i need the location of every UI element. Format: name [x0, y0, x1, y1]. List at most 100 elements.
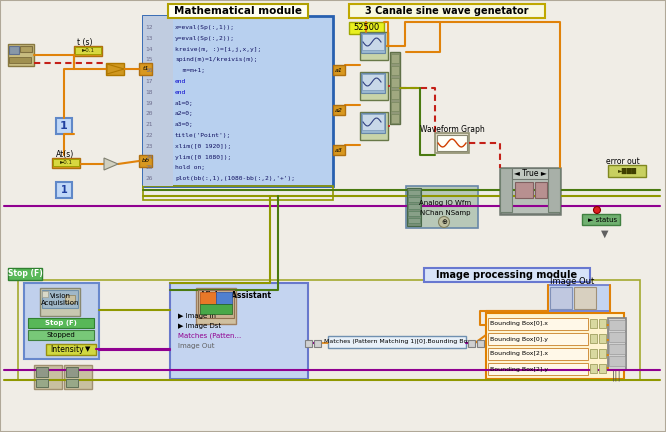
Bar: [391, 114, 399, 123]
Bar: [106, 63, 124, 75]
Bar: [362, 114, 384, 130]
Text: bb: bb: [141, 159, 149, 163]
Bar: [391, 102, 399, 111]
Bar: [488, 333, 588, 345]
Text: end: end: [175, 79, 186, 84]
Text: 15: 15: [145, 57, 153, 62]
Bar: [28, 318, 94, 328]
Text: Vision
Acquisition: Vision Acquisition: [41, 293, 79, 306]
Text: 1: 1: [61, 185, 67, 195]
Bar: [535, 182, 547, 198]
Text: 52500: 52500: [354, 23, 380, 32]
Bar: [53, 159, 79, 166]
Text: x=eval(Sp(:,1));: x=eval(Sp(:,1));: [175, 25, 235, 30]
Text: 21: 21: [145, 122, 153, 127]
Bar: [362, 74, 384, 90]
Bar: [28, 330, 94, 340]
Bar: [64, 365, 92, 389]
Bar: [360, 72, 388, 100]
Bar: [590, 319, 597, 328]
Bar: [42, 290, 78, 308]
Bar: [515, 182, 533, 198]
Bar: [435, 133, 469, 153]
Text: Intensity: Intensity: [50, 345, 84, 354]
Bar: [56, 118, 72, 134]
Bar: [305, 340, 312, 347]
Bar: [599, 334, 606, 343]
Bar: [333, 65, 345, 75]
Bar: [361, 113, 385, 133]
Bar: [599, 319, 606, 328]
Bar: [200, 292, 216, 304]
Bar: [24, 283, 99, 359]
Bar: [196, 288, 236, 324]
Bar: [361, 33, 385, 53]
Bar: [20, 46, 32, 52]
Bar: [486, 313, 624, 379]
Text: a3=0;: a3=0;: [175, 122, 194, 127]
Bar: [500, 168, 512, 212]
Bar: [143, 186, 333, 200]
Text: |||: |||: [612, 371, 622, 381]
Text: Matches (Patten...: Matches (Patten...: [178, 333, 241, 339]
Bar: [407, 188, 421, 226]
Bar: [349, 22, 384, 34]
Text: Stopped: Stopped: [47, 332, 75, 338]
Bar: [408, 197, 420, 202]
Text: hold on;: hold on;: [175, 165, 205, 170]
Bar: [408, 218, 420, 223]
Text: plot(bb(:,1),(1080-bb(:,2),'+');: plot(bb(:,1),(1080-bb(:,2),'+');: [175, 176, 295, 181]
Text: 19: 19: [145, 101, 153, 105]
Bar: [143, 16, 173, 186]
Text: a1: a1: [335, 67, 343, 73]
Bar: [488, 318, 588, 330]
Bar: [608, 318, 626, 370]
Bar: [488, 348, 588, 360]
Bar: [360, 112, 388, 140]
Text: ►███: ►███: [617, 168, 637, 174]
Bar: [75, 47, 101, 54]
Text: error out: error out: [606, 158, 640, 166]
Bar: [477, 340, 484, 347]
Bar: [590, 364, 597, 373]
Bar: [582, 214, 620, 225]
Bar: [9, 57, 31, 63]
Text: Analog IO Wfm: Analog IO Wfm: [419, 200, 471, 206]
Text: 18: 18: [145, 90, 153, 95]
Text: Mathematical module: Mathematical module: [174, 6, 302, 16]
Text: 22: 22: [145, 133, 153, 138]
Text: xlim([0 1920]);: xlim([0 1920]);: [175, 144, 231, 149]
Text: spind(m)=1/kreivis(m);: spind(m)=1/kreivis(m);: [175, 57, 258, 62]
Bar: [66, 367, 78, 377]
Bar: [408, 190, 420, 195]
Bar: [333, 105, 345, 115]
Bar: [349, 4, 545, 18]
Text: 20: 20: [145, 111, 153, 116]
Text: a3: a3: [335, 147, 343, 152]
Bar: [170, 283, 308, 379]
Bar: [391, 66, 399, 75]
Bar: [36, 367, 48, 377]
Bar: [390, 52, 400, 124]
Bar: [200, 304, 232, 314]
Text: 3 Canale sine wave genetator: 3 Canale sine wave genetator: [365, 6, 529, 16]
Text: 1: 1: [60, 121, 68, 131]
Bar: [599, 364, 606, 373]
Text: end: end: [175, 90, 186, 95]
Text: Stop (F): Stop (F): [7, 270, 43, 279]
Text: y=eval(Sp(:,2));: y=eval(Sp(:,2));: [175, 36, 235, 41]
Bar: [391, 90, 399, 99]
Bar: [66, 379, 78, 387]
Text: Waveform Graph: Waveform Graph: [420, 126, 484, 134]
Bar: [139, 63, 152, 75]
Bar: [574, 287, 596, 309]
Bar: [599, 349, 606, 358]
Bar: [333, 145, 345, 155]
Polygon shape: [107, 64, 124, 74]
Bar: [391, 54, 399, 63]
Text: Stop (F): Stop (F): [45, 320, 77, 326]
Text: 12: 12: [145, 25, 153, 30]
Bar: [143, 16, 333, 186]
Text: ►0.1: ►0.1: [59, 160, 73, 165]
Bar: [56, 182, 72, 198]
